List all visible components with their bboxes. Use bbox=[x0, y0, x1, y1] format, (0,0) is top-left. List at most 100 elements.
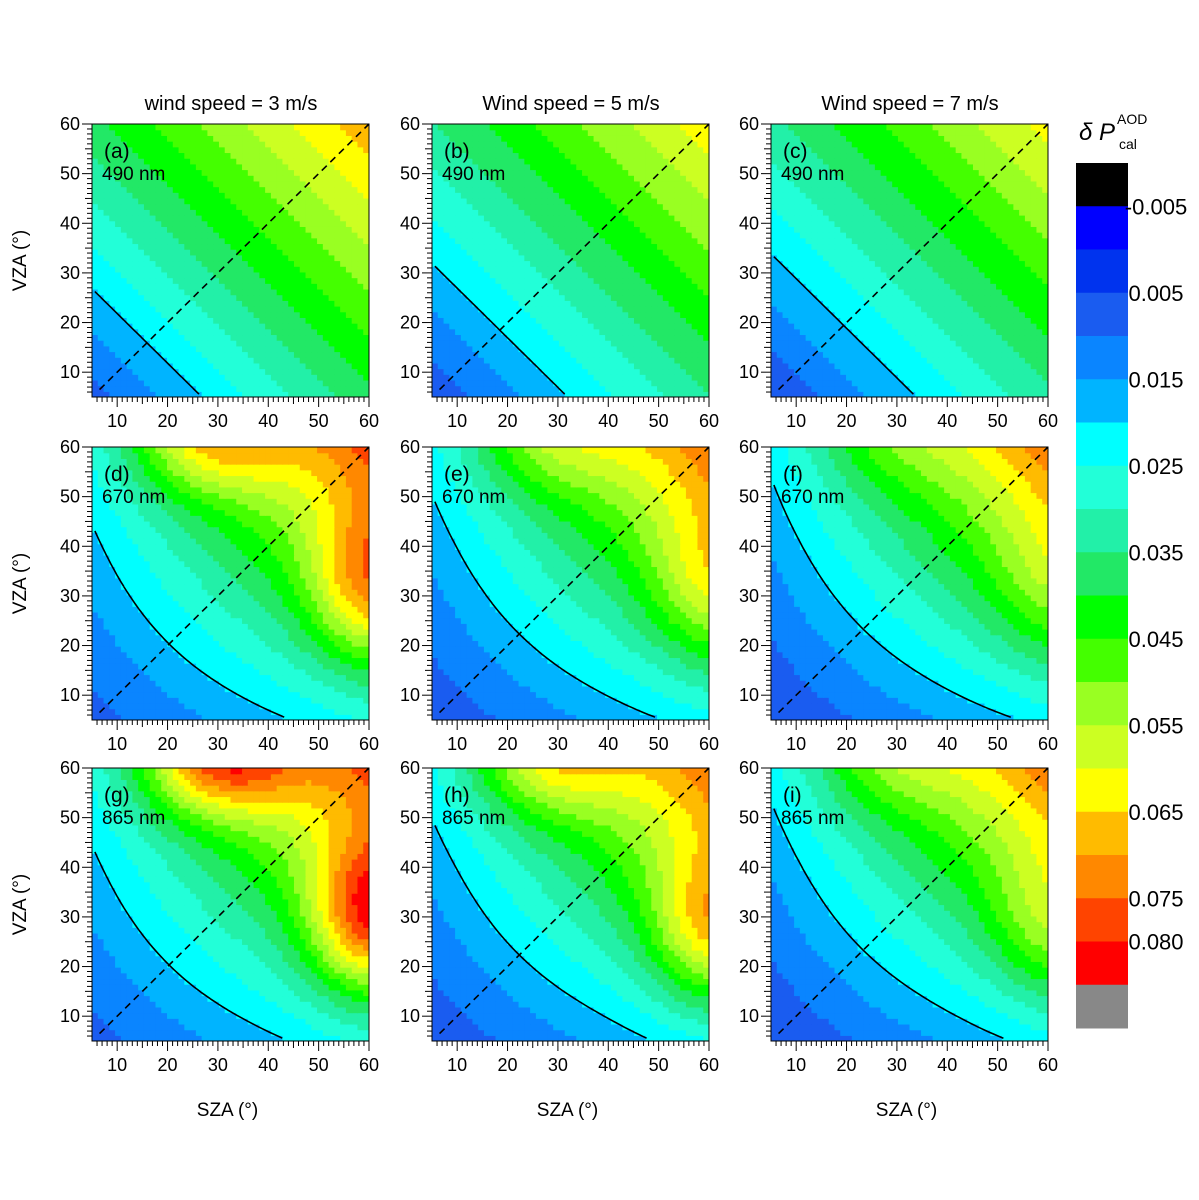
heatmap-cell bbox=[190, 203, 197, 210]
heatmap-cell bbox=[218, 254, 226, 262]
heatmap-cell bbox=[524, 385, 531, 392]
heatmap-cell bbox=[541, 152, 549, 159]
heatmap-cell bbox=[120, 260, 128, 267]
heatmap-cell bbox=[149, 226, 157, 233]
heatmap-cell bbox=[616, 192, 624, 199]
heatmap-cell bbox=[149, 260, 157, 267]
heatmap-cell bbox=[651, 254, 658, 262]
heatmap-cell bbox=[691, 192, 699, 199]
x-tick-label: 50 bbox=[649, 411, 669, 431]
heatmap-cell bbox=[668, 260, 675, 267]
heatmap-cell bbox=[926, 391, 934, 397]
heatmap-cell bbox=[115, 374, 122, 381]
heatmap-cell bbox=[587, 129, 595, 136]
heatmap-cell bbox=[628, 368, 635, 375]
heatmap-cell bbox=[120, 220, 128, 227]
heatmap-cell bbox=[605, 277, 612, 284]
heatmap-cell bbox=[224, 391, 232, 397]
heatmap-cell bbox=[489, 146, 497, 154]
heatmap-cell bbox=[120, 146, 128, 154]
heatmap-cell bbox=[610, 288, 618, 296]
heatmap-cell bbox=[190, 340, 197, 347]
heatmap-cell bbox=[288, 271, 295, 279]
heatmap-cell bbox=[651, 163, 658, 171]
heatmap-cell bbox=[345, 175, 353, 182]
heatmap-cell bbox=[282, 175, 289, 182]
heatmap-cell bbox=[530, 169, 537, 176]
heatmap-cell bbox=[622, 323, 629, 330]
heatmap-cell bbox=[259, 266, 266, 273]
heatmap-cell bbox=[288, 226, 295, 233]
heatmap-cell bbox=[535, 186, 543, 193]
heatmap-cell bbox=[466, 311, 473, 318]
heatmap-cell bbox=[593, 311, 600, 318]
heatmap-cell bbox=[432, 129, 439, 136]
heatmap-cell bbox=[97, 209, 105, 216]
heatmap-cell bbox=[253, 323, 260, 330]
heatmap-cell bbox=[322, 124, 330, 131]
heatmap-cell bbox=[293, 385, 301, 392]
heatmap-cell bbox=[489, 294, 497, 301]
heatmap-cell bbox=[691, 334, 699, 341]
heatmap-cell bbox=[530, 283, 537, 290]
heatmap-cell bbox=[253, 345, 260, 353]
heatmap-cell bbox=[120, 226, 128, 233]
heatmap-cell bbox=[582, 129, 589, 136]
heatmap-cell bbox=[201, 180, 209, 188]
heatmap-cell bbox=[201, 362, 209, 370]
heatmap-cell bbox=[288, 175, 295, 182]
heatmap-cell bbox=[703, 163, 709, 171]
heatmap-cell bbox=[201, 203, 209, 210]
heatmap-cell bbox=[599, 203, 606, 210]
heatmap-cell bbox=[703, 283, 709, 290]
heatmap-cell bbox=[541, 146, 549, 154]
heatmap-cell bbox=[599, 294, 606, 301]
heatmap-cell bbox=[92, 129, 99, 136]
heatmap-cell bbox=[305, 203, 312, 210]
heatmap-cell bbox=[512, 175, 520, 182]
heatmap-cell bbox=[697, 334, 704, 341]
heatmap-cell bbox=[495, 141, 502, 148]
heatmap-cell bbox=[799, 385, 807, 392]
heatmap-cell bbox=[645, 385, 652, 392]
heatmap-cell bbox=[195, 300, 203, 307]
heatmap-cell bbox=[334, 232, 341, 239]
heatmap-cell bbox=[138, 141, 145, 148]
heatmap-cell bbox=[317, 374, 324, 381]
heatmap-cell bbox=[553, 203, 560, 210]
heatmap-cell bbox=[184, 288, 191, 296]
heatmap-cell bbox=[126, 271, 133, 279]
heatmap-cell bbox=[633, 226, 641, 233]
heatmap-cell bbox=[616, 306, 624, 313]
heatmap-cell bbox=[184, 169, 191, 176]
heatmap-cell bbox=[293, 283, 301, 290]
heatmap-cell bbox=[616, 283, 624, 290]
heatmap-cell bbox=[351, 260, 359, 267]
heatmap-cell bbox=[576, 385, 583, 392]
heatmap-cell bbox=[822, 379, 830, 387]
heatmap-cell bbox=[143, 237, 151, 245]
heatmap-cell bbox=[322, 340, 330, 347]
heatmap-cell bbox=[703, 158, 709, 165]
heatmap-cell bbox=[587, 283, 595, 290]
heatmap-cell bbox=[247, 277, 255, 284]
heatmap-cell bbox=[570, 345, 577, 353]
heatmap-cell bbox=[443, 220, 450, 227]
heatmap-cell bbox=[524, 243, 531, 250]
heatmap-cell bbox=[213, 226, 220, 233]
heatmap-cell bbox=[138, 362, 145, 370]
heatmap-cell bbox=[449, 362, 456, 370]
heatmap-cell bbox=[334, 146, 341, 154]
heatmap-cell bbox=[293, 379, 301, 387]
heatmap-cell bbox=[270, 271, 278, 279]
heatmap-cell bbox=[328, 340, 335, 347]
heatmap-cell bbox=[967, 391, 974, 397]
heatmap-cell bbox=[345, 180, 353, 188]
heatmap-cell bbox=[651, 158, 658, 165]
heatmap-cell bbox=[236, 237, 243, 245]
heatmap-cell bbox=[236, 306, 243, 313]
heatmap-cell bbox=[507, 334, 514, 341]
heatmap-cell bbox=[357, 374, 364, 381]
heatmap-cell bbox=[553, 351, 560, 358]
heatmap-cell bbox=[501, 300, 508, 307]
